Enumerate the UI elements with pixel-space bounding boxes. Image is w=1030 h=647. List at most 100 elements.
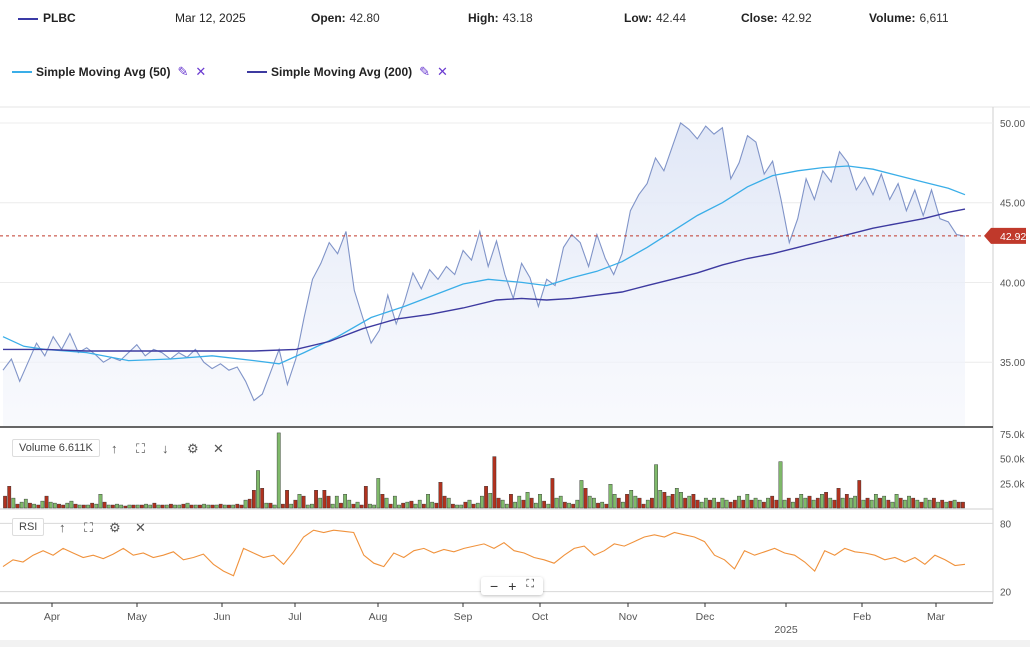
x-tick-label: Feb	[853, 611, 871, 623]
volume-bar	[135, 504, 140, 509]
volume-bar	[111, 504, 115, 509]
volume-bar	[442, 495, 447, 509]
price-tick-label: 50.00	[1000, 119, 1025, 130]
volume-bar	[463, 501, 468, 509]
price-tick-label: 35.00	[1000, 358, 1025, 369]
volume-bar	[629, 490, 634, 509]
volume-bar	[40, 500, 45, 509]
zoom-controls: − + ⛶	[481, 577, 544, 595]
volume-bar	[32, 503, 36, 509]
volume-bar	[467, 499, 472, 509]
rsi-pane-label: RSI	[12, 518, 45, 536]
gear-icon[interactable]: ⚙	[187, 441, 199, 456]
zoom-in-button[interactable]: +	[508, 578, 517, 594]
volume-bar	[222, 504, 227, 509]
volume-bar	[131, 504, 136, 509]
volume-bar	[322, 490, 327, 509]
volume-bar	[193, 504, 198, 509]
volume-bar	[762, 501, 766, 509]
volume-bar	[251, 490, 256, 509]
volume-bar	[732, 499, 737, 509]
volume-bar	[865, 497, 870, 509]
volume-bar	[281, 503, 285, 509]
gear-icon[interactable]: ⚙	[109, 520, 121, 535]
x-tick-label: May	[127, 611, 148, 623]
volume-tick-label: 25.0k	[1000, 479, 1025, 490]
volume-bar	[372, 504, 376, 509]
x-tick-label: Jun	[214, 611, 231, 623]
volume-bar	[807, 495, 812, 509]
volume-bar	[177, 504, 182, 509]
close-icon[interactable]: ✕	[195, 64, 207, 79]
volume-bar	[227, 504, 231, 509]
pencil-icon[interactable]: ✎	[177, 64, 189, 79]
high-field: High: 43.18	[468, 11, 533, 25]
year-label: 2025	[774, 624, 798, 636]
volume-bar	[86, 504, 90, 509]
sma200-swatch	[247, 71, 267, 73]
volume-bar	[305, 504, 310, 509]
volume-bar	[276, 432, 281, 509]
volume-bar	[869, 499, 874, 509]
volume-bar	[728, 501, 733, 509]
volume-bar	[882, 495, 887, 509]
x-tick-label: Dec	[696, 611, 715, 623]
volume-bar	[260, 488, 265, 509]
volume-bar	[368, 503, 372, 509]
volume-bar	[828, 497, 833, 509]
reset-zoom-button[interactable]: ⛶	[526, 578, 535, 590]
ohlc-header: PLBC Mar 12, 2025 Open: 42.80 High: 43.18 …	[0, 0, 1030, 36]
volume-bar	[123, 505, 128, 509]
volume-bar	[417, 499, 422, 509]
move-up-icon[interactable]: ↑	[111, 441, 118, 456]
volume-bar	[592, 497, 596, 509]
volume-bar	[894, 494, 899, 509]
volume-bar	[376, 478, 381, 509]
volume-bar	[538, 494, 542, 509]
expand-icon[interactable]: ⛶	[84, 520, 94, 535]
close-icon[interactable]: ✕	[135, 520, 146, 535]
volume-bar	[621, 501, 625, 509]
volume-bar	[567, 502, 571, 509]
volume-bar	[475, 502, 480, 509]
symbol-label: PLBC	[18, 11, 76, 25]
zoom-out-button[interactable]: −	[490, 578, 499, 594]
volume-bar	[28, 502, 32, 509]
volume-bar	[272, 504, 277, 509]
volume-bar	[890, 501, 895, 509]
pencil-icon[interactable]: ✎	[419, 64, 431, 79]
volume-bar	[952, 499, 957, 509]
volume-bar	[140, 504, 144, 509]
volume-bar	[940, 499, 945, 509]
volume-bar	[77, 504, 82, 509]
volume-bar	[795, 497, 799, 509]
volume-bar	[359, 504, 364, 509]
close-icon[interactable]: ✕	[213, 441, 224, 456]
volume-bar	[679, 492, 683, 509]
volume-bar	[861, 499, 866, 509]
volume-bar	[513, 501, 517, 509]
expand-icon[interactable]: ⛶	[136, 441, 146, 456]
volume-bar	[641, 503, 646, 509]
volume-bar	[480, 495, 484, 509]
price-area-fill	[3, 122, 965, 427]
volume-bar	[919, 501, 924, 509]
volume-bar	[289, 503, 294, 509]
volume-bar	[36, 504, 41, 509]
volume-bar	[575, 499, 580, 509]
volume-bar	[351, 503, 356, 509]
volume-bar	[820, 494, 824, 509]
volume-bar	[492, 456, 497, 509]
volume-bar	[500, 499, 505, 509]
volume-bar	[587, 495, 592, 509]
move-up-icon[interactable]: ↑	[59, 520, 66, 535]
volume-bar	[102, 501, 107, 509]
move-down-icon[interactable]: ↓	[162, 441, 169, 456]
volume-bar	[57, 503, 61, 509]
volume-bar	[596, 502, 600, 509]
volume-bar	[318, 497, 323, 509]
volume-bar	[310, 503, 314, 509]
close-icon[interactable]: ✕	[437, 64, 448, 79]
volume-bar	[674, 488, 679, 509]
